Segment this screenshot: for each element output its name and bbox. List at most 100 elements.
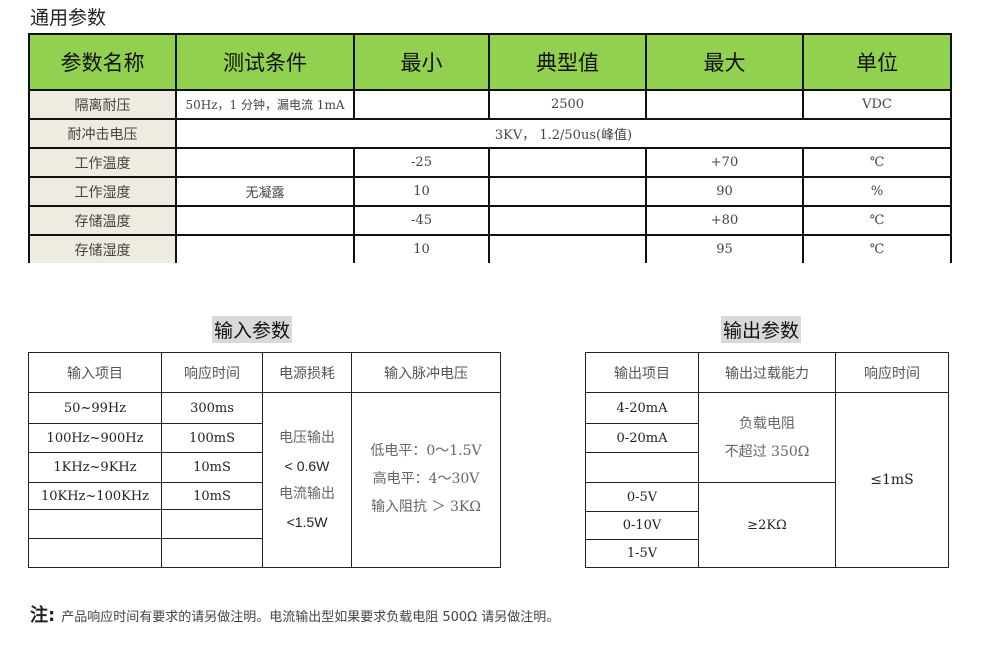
param-name: 耐冲击电压 [28,118,177,149]
table-row: 4-20mA 负载电阻 不超过 350Ω ≤1mS [585,392,949,568]
max [645,89,804,120]
table-row: 存储温度 -45 +80 ℃ [28,205,952,236]
response-time: 300ms [161,392,263,424]
power-consumption: 电压输出 < 0.6W 电流输出 <1.5W [262,392,352,568]
note-text: 产品响应时间有要求的请另做注明。电流输出型如果要求负载电阻 500Ω 请另做注明… [61,610,560,625]
merged-value: 3KV， 1.2/50us(峰值) [175,118,952,149]
header-cell: 最大 [645,33,804,91]
max: 90 [645,176,804,207]
min: 10 [353,176,490,207]
response-time: 10mS [161,482,263,510]
output-response-time: ≤1mS [835,392,949,568]
typ: 2500 [488,89,647,120]
table-header-row: 输入项目 响应时间 电源损耗 输入脉冲电压 [28,352,501,393]
general-params-title: 通用参数 [30,7,107,29]
condition: 无凝露 [175,176,355,207]
input-params-table: 输入项目 响应时间 电源损耗 输入脉冲电压 50~99Hz 300ms 电压输出… [28,352,501,568]
note-label: 注: [30,605,56,626]
footnote: 注: 产品响应时间有要求的请另做注明。电流输出型如果要求负载电阻 500Ω 请另做… [30,601,559,627]
header-cell: 电源损耗 [262,352,352,393]
table-row [28,538,501,568]
power-line: < 0.6W [284,458,330,474]
table-row: 隔离耐压 50Hz，1 分钟，漏电流 1mA 2500 VDC [28,89,952,120]
max: +70 [645,147,804,178]
table-row: 0-20mA [585,423,949,453]
pulse-line: 高电平：4～30V [372,471,480,487]
pulse-line: 输入阻抗 ＞ 3KΩ [371,499,481,515]
input-item: 1KHz~9KHz [28,452,162,483]
load-line: 不超过 350Ω [724,443,810,460]
typ [488,147,647,178]
input-item [28,538,162,568]
param-name: 存储湿度 [28,234,177,263]
unit: ℃ [802,147,952,178]
header-cell: 输出项目 [585,352,699,393]
typ [488,176,647,207]
power-line: 电流输出 [279,486,335,502]
power-line: <1.5W [286,514,328,530]
table-row: 工作湿度 无凝露 10 90 % [28,176,952,207]
output-item: 4-20mA [585,392,699,424]
min [353,89,490,120]
output-item: 1-5V [585,539,699,568]
min: 10 [353,234,490,263]
typ [488,205,647,236]
input-params-title: 输入参数 [212,316,293,343]
table-row: 100Hz~900Hz 100mS [28,423,501,453]
output-item [585,452,699,483]
table-row: 0-10V [585,511,949,540]
table-row: 1KHz~9KHz 10mS [28,452,501,483]
unit: ℃ [802,205,952,236]
current-load: 负载电阻 不超过 350Ω [698,392,836,483]
table-row: 50~99Hz 300ms 电压输出 < 0.6W 电流输出 <1.5W 低电平… [28,392,501,568]
typ [488,234,647,263]
general-params-table: 参数名称 测试条件 最小 典型值 最大 单位 隔离耐压 50Hz，1 分钟，漏电… [28,33,952,263]
load-line: 负载电阻 [739,415,795,432]
header-cell: 输入脉冲电压 [351,352,501,393]
header-cell: 单位 [802,33,952,91]
min: -25 [353,147,490,178]
min: -45 [353,205,490,236]
condition [175,205,355,236]
condition [175,147,355,178]
table-row: 工作温度 -25 +70 ℃ [28,147,952,178]
table-row: 10KHz~100KHz 10mS [28,482,501,510]
table-header-row: 参数名称 测试条件 最小 典型值 最大 单位 [28,33,952,91]
pulse-line: 低电平：0～1.5V [370,443,482,459]
input-item: 100Hz~900Hz [28,423,162,453]
table-row: 1-5V [585,539,949,568]
table-row: 0-5V ≥2KΩ [585,482,949,568]
param-name: 工作温度 [28,147,177,178]
max: 95 [645,234,804,263]
header-cell: 测试条件 [175,33,355,91]
output-params-title: 输出参数 [721,316,802,343]
header-cell: 响应时间 [835,352,949,393]
header-cell: 响应时间 [161,352,263,393]
condition: 50Hz，1 分钟，漏电流 1mA [175,89,355,120]
condition [175,234,355,263]
output-item: 0-10V [585,511,699,540]
param-name: 工作湿度 [28,176,177,207]
max: +80 [645,205,804,236]
param-name: 隔离耐压 [28,89,177,120]
unit: VDC [802,89,952,120]
voltage-load: ≥2KΩ [698,482,836,568]
output-item: 0-20mA [585,423,699,453]
power-line: 电压输出 [279,430,335,446]
output-params-table: 输出项目 输出过载能力 响应时间 4-20mA 负载电阻 不超过 350Ω ≤1… [585,352,949,568]
input-item: 10KHz~100KHz [28,482,162,510]
header-cell: 输出过载能力 [698,352,836,393]
table-row: 存储湿度 10 95 ℃ [28,234,952,263]
response-time [161,509,263,539]
pulse-voltage: 低电平：0～1.5V 高电平：4～30V 输入阻抗 ＞ 3KΩ [351,392,501,568]
table-row: 耐冲击电压 3KV， 1.2/50us(峰值) [28,118,952,149]
unit: % [802,176,952,207]
output-item: 0-5V [585,482,699,512]
response-time [161,538,263,568]
table-row [28,509,501,539]
param-name: 存储温度 [28,205,177,236]
input-item: 50~99Hz [28,392,162,424]
header-cell: 参数名称 [28,33,177,91]
header-cell: 输入项目 [28,352,162,393]
unit: ℃ [802,234,952,263]
